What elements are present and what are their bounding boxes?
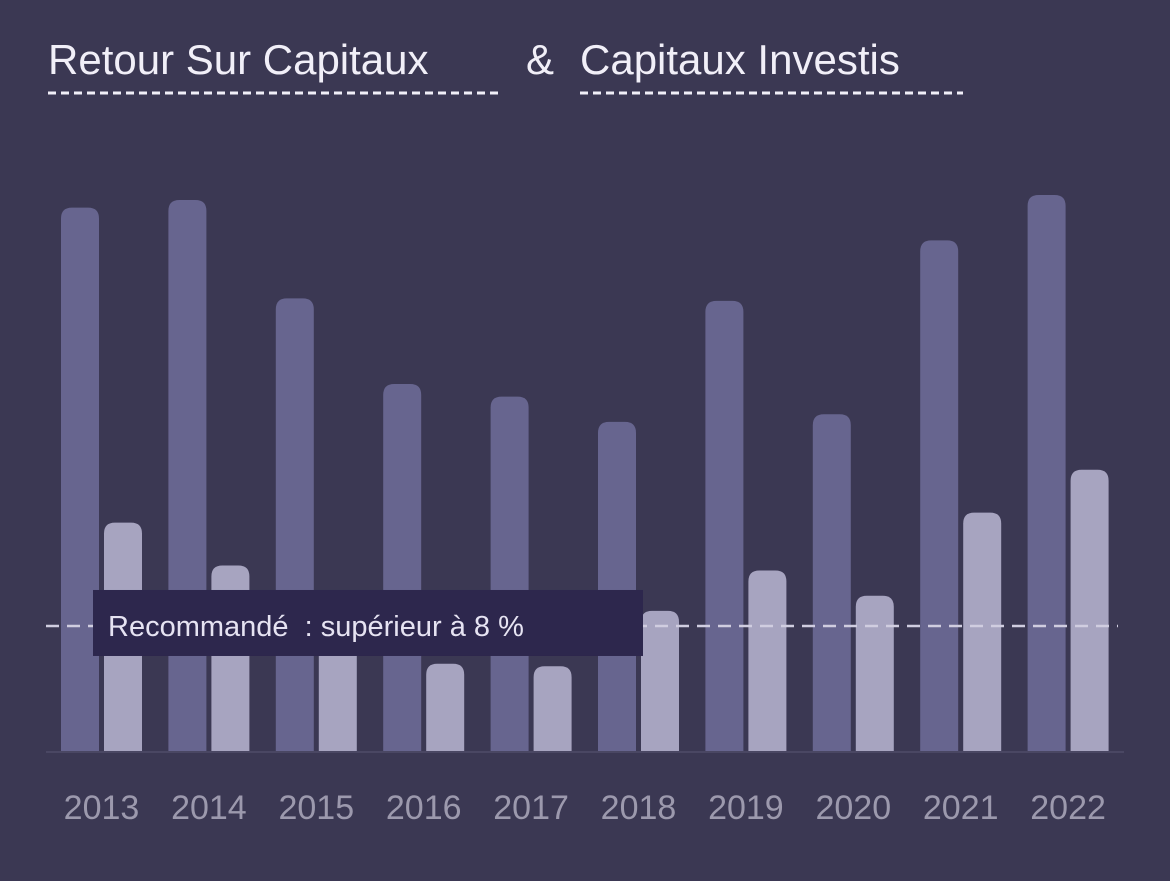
chart-title-part-2: Capitaux Investis [580,36,900,83]
chart-title-ampersand: & [526,36,554,83]
bar-2020-series-1 [812,414,851,752]
x-tick-label: 2019 [708,789,784,827]
reference-label-box [93,589,643,656]
bar-2018-series-1 [598,421,636,752]
chart-title-part-1: Retour Sur Capitaux [48,36,429,83]
bar-2021-series-1 [920,240,959,752]
bar-2015-series-1 [275,298,314,752]
bar-2020-series-2 [855,595,894,752]
bar-2019-series-1 [705,300,744,752]
x-tick-label: 2017 [493,789,569,827]
x-tick-label: 2022 [1030,789,1106,827]
x-tick-label: 2014 [171,789,247,827]
bar-2019-series-2 [748,570,787,752]
bar-2022-series-1 [1027,195,1066,752]
bar-2013-series-1 [61,207,99,752]
chart-title: Retour Sur Capitaux & Capitaux Investis [48,36,963,95]
x-tick-label: 2018 [601,789,677,827]
bar-2017-series-1 [490,396,529,752]
bar-2018-series-2 [641,610,679,752]
bar-2022-series-2 [1070,469,1109,752]
x-tick-label: 2020 [815,789,891,827]
bar-2016-series-1 [383,384,422,752]
x-tick-label: 2016 [386,789,462,827]
x-tick-label: 2015 [278,789,354,827]
reference-label: Recommandé : supérieur à 8 % [108,611,524,643]
bar-2016-series-2 [426,663,465,752]
bar-2014-series-1 [168,200,207,753]
reference-group: Recommandé : supérieur à 8 % [46,589,1118,656]
x-tick-label: 2013 [64,789,140,827]
bar-2017-series-2 [533,666,572,752]
bar-2021-series-2 [963,512,1002,752]
x-axis-labels: 2013 2014 2015 2016 2017 2018 2019 2020 2021 2022 [64,789,1106,827]
x-tick-label: 2021 [923,789,999,827]
bars-group [61,195,1109,753]
